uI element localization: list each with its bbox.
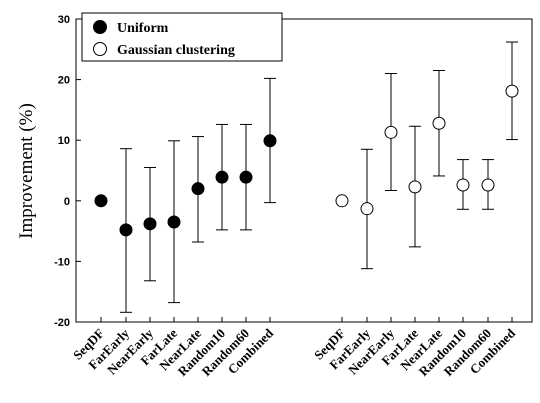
data-point [432,116,446,130]
y-axis-title: Improvement (%) [16,103,37,239]
plot-area-border [75,18,533,323]
legend-label-uniform: Uniform [117,21,169,36]
y-tick-label: 0 [64,196,70,208]
data-point [119,223,133,237]
legend-marker-uniform [93,20,107,34]
data-points [94,84,519,237]
data-point [167,215,181,229]
data-point [215,170,229,184]
data-point [408,180,422,194]
category-labels: SeqDFFarEarlyNearEarlyFarLateNearLateRan… [70,325,519,379]
data-point [360,202,374,216]
data-point [335,194,349,208]
data-point [456,178,470,192]
data-point [505,84,519,98]
plot-frame [75,18,533,323]
legend: Uniform Gaussian clustering [81,12,283,62]
legend-label-gaussian-clustering: Gaussian clustering [117,43,235,58]
y-tick-label: 30 [58,14,70,26]
y-tick-label: -10 [54,256,70,268]
y-tick-label: 10 [58,135,70,147]
y-tick-label: 20 [58,75,70,87]
data-point [191,182,205,196]
y-tick-label: -20 [54,317,70,329]
legend-box [81,12,283,62]
data-point [239,170,253,184]
legend-marker-gaussian [93,42,107,56]
data-point [94,194,108,208]
data-point [143,217,157,231]
data-point [263,134,277,148]
data-point [384,125,398,139]
data-point [481,178,495,192]
y-axis-ticks: -20 -10 0 10 20 30 [54,14,513,329]
error-bars [120,41,518,313]
